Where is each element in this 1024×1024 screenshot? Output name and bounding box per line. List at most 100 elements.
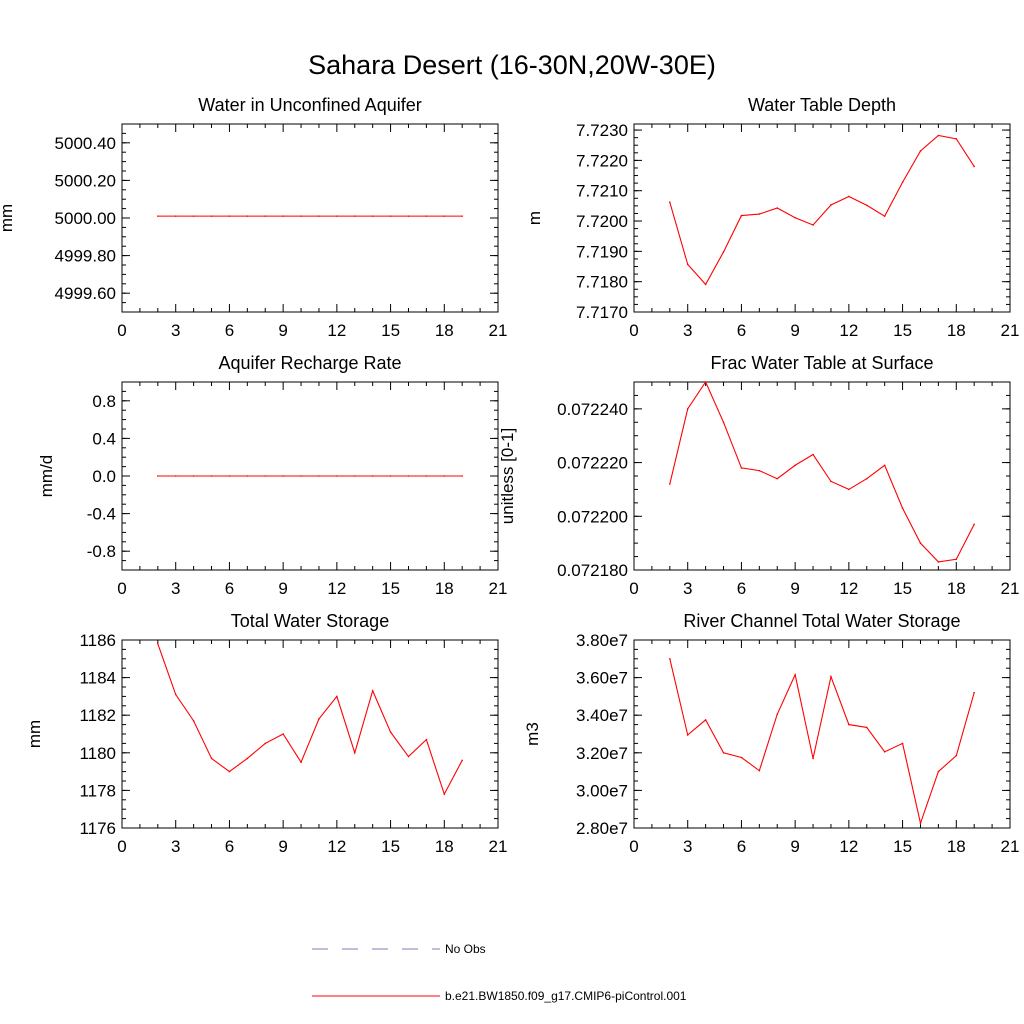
x-tick-label: 15 bbox=[893, 579, 912, 598]
data-point bbox=[264, 742, 267, 745]
x-tick-label: 12 bbox=[839, 321, 858, 340]
data-point bbox=[157, 475, 159, 477]
data-point bbox=[443, 475, 446, 477]
data-point bbox=[407, 755, 410, 758]
x-tick-label: 6 bbox=[737, 321, 746, 340]
y-tick-label: 7.7170 bbox=[576, 303, 628, 322]
y-tick-label: 0.072240 bbox=[557, 400, 628, 419]
data-point bbox=[353, 215, 356, 217]
y-tick-label: 7.7200 bbox=[576, 212, 628, 231]
y-tick-label: 7.7180 bbox=[576, 273, 628, 292]
data-point bbox=[812, 757, 814, 760]
data-point bbox=[282, 733, 284, 735]
figure-title: Sahara Desert (16-30N,20W-30E) bbox=[308, 50, 716, 80]
x-tick-label: 6 bbox=[737, 579, 746, 598]
x-tick-label: 9 bbox=[278, 579, 287, 598]
data-point bbox=[848, 488, 850, 491]
data-point bbox=[174, 215, 177, 217]
y-tick-label: 5000.40 bbox=[55, 134, 116, 153]
data-point bbox=[336, 215, 338, 217]
data-point bbox=[883, 215, 886, 217]
x-tick-label: 6 bbox=[225, 837, 234, 856]
data-point bbox=[973, 691, 975, 694]
x-tick-label: 15 bbox=[381, 321, 400, 340]
x-tick-label: 15 bbox=[893, 837, 912, 856]
y-tick-label: 1186 bbox=[79, 631, 116, 650]
x-tick-label: 0 bbox=[117, 321, 126, 340]
legend-item-2: b.e21.BW1850.f09_g17.CMIP6-piControl.001 bbox=[312, 989, 687, 1003]
y-axis-label: mm bbox=[25, 720, 44, 748]
series-line bbox=[669, 380, 975, 563]
x-tick-label: 21 bbox=[489, 579, 508, 598]
data-point bbox=[228, 770, 231, 773]
data-point bbox=[794, 464, 796, 467]
x-tick-label: 3 bbox=[683, 321, 692, 340]
data-point bbox=[300, 761, 302, 763]
data-point bbox=[776, 713, 779, 716]
data-point bbox=[443, 793, 446, 795]
x-tick-label: 12 bbox=[839, 579, 858, 598]
y-tick-label: 4999.60 bbox=[55, 284, 116, 303]
x-tick-label: 6 bbox=[225, 321, 234, 340]
data-point bbox=[407, 215, 410, 217]
panel-title: Water Table Depth bbox=[748, 95, 896, 115]
data-point bbox=[919, 542, 922, 544]
panel-5: 0 3 6 9 12 15 18 21 1176 1178 1180 1182 1184 1186 Tota… bbox=[25, 611, 507, 856]
x-tick-label: 18 bbox=[435, 321, 454, 340]
data-point bbox=[722, 251, 725, 253]
data-point bbox=[776, 207, 779, 209]
data-point bbox=[830, 675, 832, 678]
y-tick-label: -0.8 bbox=[87, 542, 116, 561]
panel-title: Total Water Storage bbox=[231, 611, 389, 631]
data-point bbox=[919, 150, 922, 152]
x-tick-label: 3 bbox=[683, 837, 692, 856]
data-point bbox=[192, 720, 195, 722]
x-tick-label: 12 bbox=[327, 321, 346, 340]
series-line bbox=[157, 643, 463, 796]
data-point bbox=[776, 477, 779, 480]
plot-frame bbox=[633, 123, 1011, 313]
data-point bbox=[704, 381, 707, 383]
panel-title: Frac Water Table at Surface bbox=[710, 353, 933, 373]
panel-6: 0 3 6 9 12 15 18 21 2.80e7 3.00e7 3.20e7 3.40e7 3.60… bbox=[523, 611, 1019, 856]
data-point bbox=[425, 738, 428, 741]
x-tick-label: 9 bbox=[278, 837, 287, 856]
data-point bbox=[686, 408, 689, 410]
series-line bbox=[669, 134, 975, 286]
y-tick-label: 0.8 bbox=[92, 392, 116, 411]
data-point bbox=[704, 719, 707, 721]
data-point bbox=[686, 263, 689, 266]
x-tick-label: 12 bbox=[327, 579, 346, 598]
data-point bbox=[353, 475, 356, 477]
y-tick-label: 0.072180 bbox=[557, 561, 628, 580]
data-point bbox=[740, 467, 743, 469]
data-point bbox=[740, 214, 743, 217]
data-point bbox=[389, 215, 392, 217]
data-point bbox=[901, 507, 904, 510]
x-tick-label: 21 bbox=[1001, 837, 1020, 856]
data-point bbox=[371, 689, 374, 692]
data-point bbox=[228, 215, 231, 217]
data-point bbox=[300, 215, 302, 217]
data-point bbox=[318, 215, 320, 217]
x-tick-label: 0 bbox=[629, 579, 638, 598]
data-point bbox=[407, 475, 410, 477]
data-point bbox=[157, 642, 159, 645]
data-point bbox=[901, 181, 904, 184]
plot-frame bbox=[633, 381, 1011, 571]
y-tick-label: 5000.00 bbox=[55, 209, 116, 228]
data-point bbox=[830, 480, 832, 483]
data-point bbox=[955, 558, 958, 561]
data-point bbox=[210, 757, 213, 760]
data-point bbox=[228, 475, 231, 477]
data-point bbox=[353, 752, 356, 754]
x-tick-label: 0 bbox=[117, 579, 126, 598]
plot-frame bbox=[121, 639, 499, 829]
x-tick-label: 15 bbox=[381, 579, 400, 598]
y-tick-label: 0.4 bbox=[92, 429, 116, 448]
data-point bbox=[282, 475, 284, 477]
data-point bbox=[174, 693, 177, 696]
x-tick-label: 18 bbox=[947, 837, 966, 856]
legend-label: No Obs bbox=[445, 942, 486, 956]
x-tick-label: 9 bbox=[278, 321, 287, 340]
